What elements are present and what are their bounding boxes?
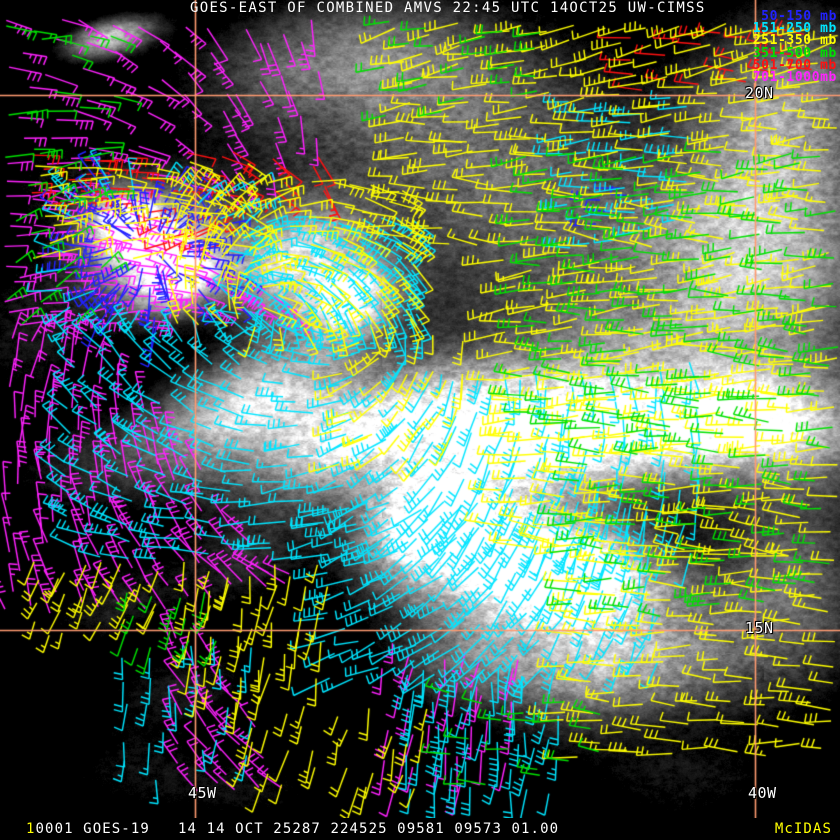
navigation-info: 14 14 OCT 25287 224525 09581 09573 01.00	[178, 821, 560, 837]
legend-entry-4: 501-700 mb	[752, 57, 837, 73]
legend-entry-5: 701-1000mb	[752, 70, 837, 86]
legend-entry-3: 351-500 mb	[752, 45, 837, 61]
grid-label-45w: 45W	[188, 784, 217, 802]
frame-prefix: 1	[26, 821, 36, 837]
grid-label-15n: 15N	[745, 619, 774, 637]
latlon-graticule	[0, 0, 840, 818]
grid-label-20n: 20N	[745, 84, 774, 102]
legend-entry-0: 50-150 mb	[761, 9, 837, 24]
pressure-legend: 50-150 mb 151-250 mb 251-350 mb 351-500 mb 5…	[752, 9, 837, 86]
frame-id: 0001 GOES-19	[35, 821, 150, 837]
frame-label: 10001 GOES-19	[26, 818, 150, 840]
software-label: McIDAS	[774, 821, 832, 837]
page-title: GOES-EAST OF COMBINED AMVS 22:45 UTC 14O…	[190, 0, 706, 16]
legend-entry-2: 251-350 mb	[752, 33, 837, 49]
status-bar: 10001 GOES-19 14 14 OCT 25287 224525 095…	[0, 818, 840, 840]
grid-label-40w: 40W	[748, 784, 777, 802]
legend-entry-1: 151-250 mb	[752, 21, 837, 37]
